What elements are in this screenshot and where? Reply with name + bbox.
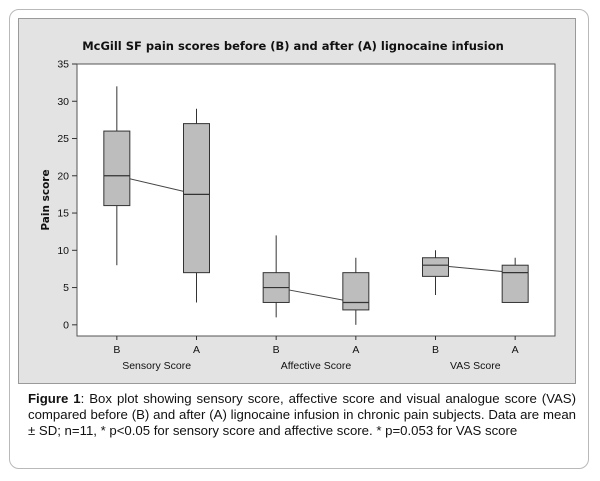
caption-text: : Box plot showing sensory score, affect… xyxy=(28,391,576,438)
box-plot-affective-score-b xyxy=(262,235,290,318)
box-iqr xyxy=(183,123,210,274)
box-plot-sensory-score-b xyxy=(103,86,131,266)
x-category-label: A xyxy=(193,344,200,356)
figure-caption: Figure 1: Box plot showing sensory score… xyxy=(28,391,576,439)
plot-area xyxy=(76,63,556,337)
x-category-label: B xyxy=(273,344,280,356)
boxes xyxy=(103,86,529,325)
box-plot-sensory-score-a xyxy=(183,108,210,303)
box-iqr xyxy=(501,264,529,303)
box-iqr xyxy=(103,130,131,207)
x-group-label: Sensory Score xyxy=(122,360,191,372)
y-tick-label: 30 xyxy=(57,96,69,108)
y-axis-label: Pain score xyxy=(40,169,52,230)
y-tick-label: 20 xyxy=(57,170,69,182)
chart-title: McGill SF pain scores before (B) and aft… xyxy=(82,39,504,53)
x-category-label: A xyxy=(512,344,519,356)
y-tick-label: 25 xyxy=(57,133,69,145)
box-plot-vas-score-a xyxy=(501,257,529,303)
x-group-label: Affective Score xyxy=(281,360,352,372)
y-tick-label: 35 xyxy=(57,59,69,71)
y-tick-label: 10 xyxy=(57,245,69,257)
box-iqr xyxy=(342,272,370,311)
box-plot-vas-score-b xyxy=(422,250,449,296)
y-tick-label: 5 xyxy=(63,282,69,294)
y-axis: 0 5 10 15 20 25 30 35 xyxy=(57,59,77,331)
caption-label: Figure 1 xyxy=(28,391,81,406)
y-tick-label: 15 xyxy=(57,208,69,220)
x-category-label: A xyxy=(352,344,359,356)
x-category-label: B xyxy=(432,344,439,356)
box-iqr xyxy=(422,257,449,277)
x-group-label: VAS Score xyxy=(450,360,501,372)
x-category-label: B xyxy=(113,344,120,356)
y-tick-label: 0 xyxy=(63,319,69,331)
box-plot-affective-score-a xyxy=(342,257,370,325)
